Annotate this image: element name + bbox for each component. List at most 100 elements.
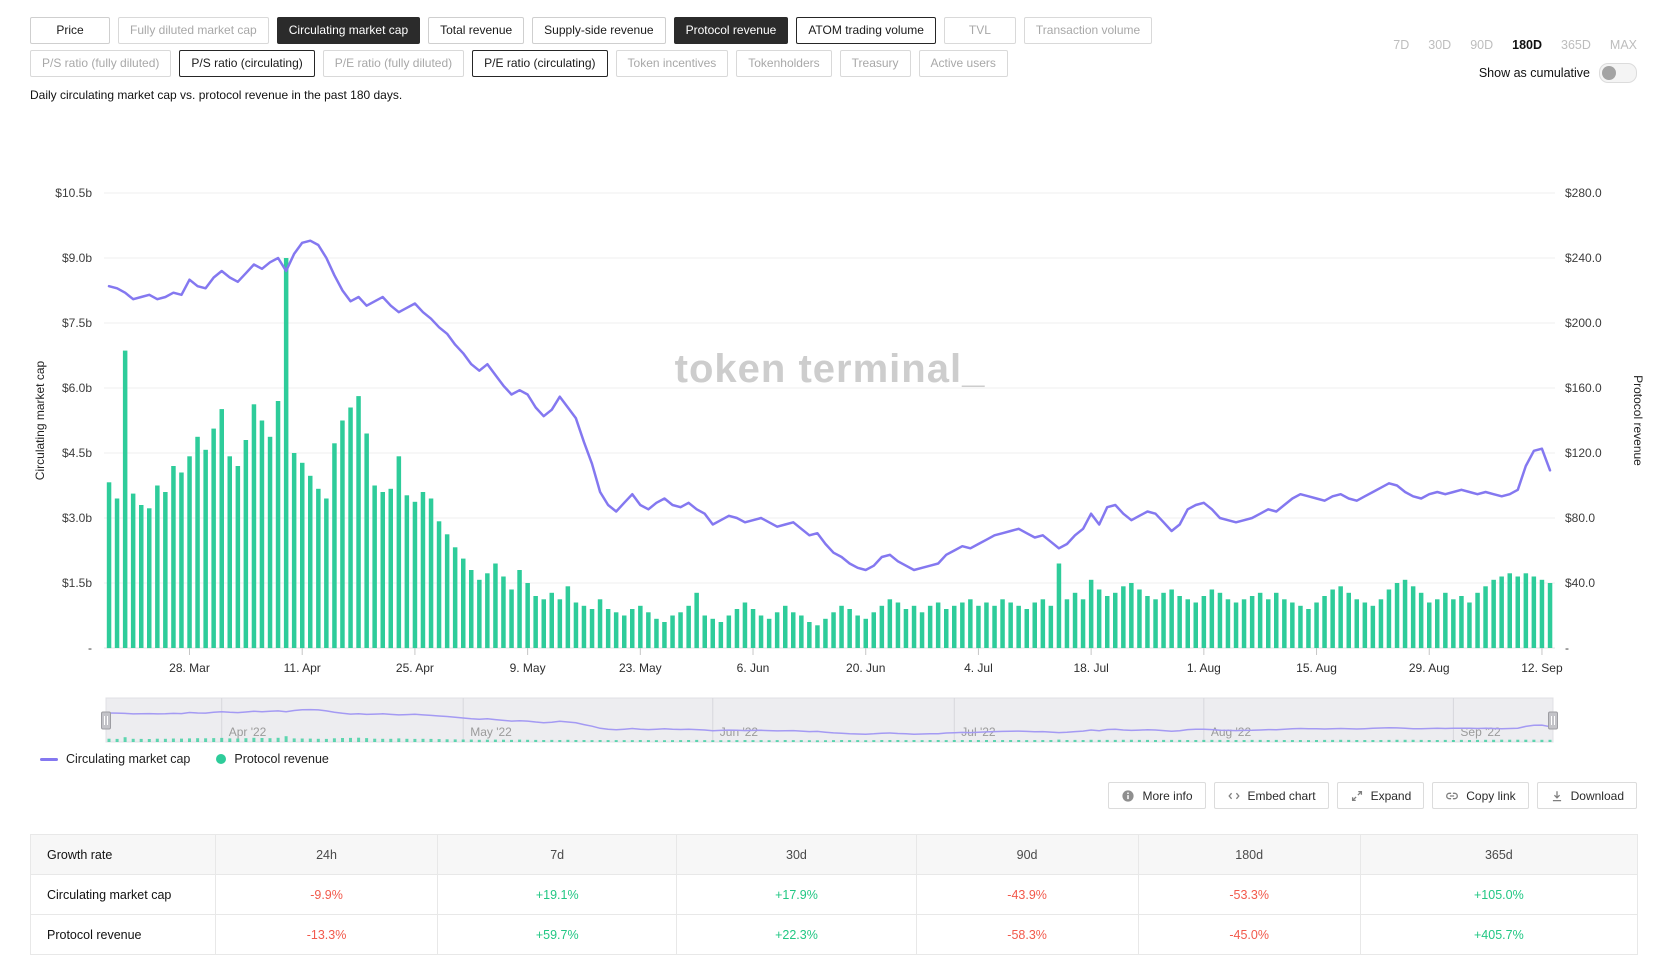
- revenue-bar[interactable]: [839, 605, 844, 649]
- revenue-bar[interactable]: [1201, 596, 1207, 648]
- revenue-bar[interactable]: [420, 492, 426, 648]
- revenue-bar[interactable]: [605, 609, 611, 648]
- revenue-bar[interactable]: [139, 505, 144, 648]
- revenue-bar[interactable]: [1418, 592, 1424, 649]
- revenue-bar[interactable]: [1257, 592, 1263, 649]
- metric-tokenholders[interactable]: Tokenholders: [736, 50, 832, 77]
- revenue-bar[interactable]: [1161, 592, 1166, 649]
- revenue-bar[interactable]: [581, 605, 587, 649]
- revenue-bar[interactable]: [911, 605, 917, 649]
- revenue-bar[interactable]: [452, 547, 458, 649]
- revenue-bar[interactable]: [235, 466, 241, 648]
- revenue-bar[interactable]: [147, 508, 152, 649]
- revenue-bar[interactable]: [1016, 605, 1021, 649]
- revenue-bar[interactable]: [734, 609, 740, 648]
- revenue-bar[interactable]: [1298, 605, 1303, 649]
- revenue-bar[interactable]: [1443, 592, 1448, 649]
- metric-atom-trading-volume[interactable]: ATOM trading volume: [796, 17, 936, 44]
- revenue-bar[interactable]: [541, 599, 547, 649]
- revenue-bar[interactable]: [275, 401, 281, 648]
- revenue-bar[interactable]: [630, 609, 635, 648]
- revenue-bar[interactable]: [1225, 599, 1231, 649]
- revenue-bar[interactable]: [517, 570, 522, 648]
- revenue-bar[interactable]: [1024, 609, 1030, 648]
- revenue-bar[interactable]: [291, 453, 297, 648]
- revenue-bar[interactable]: [919, 612, 925, 649]
- revenue-bar[interactable]: [935, 602, 941, 649]
- revenue-bar[interactable]: [525, 583, 530, 648]
- revenue-bar[interactable]: [1129, 583, 1134, 648]
- revenue-bar[interactable]: [1330, 589, 1335, 649]
- revenue-bar[interactable]: [477, 579, 482, 649]
- revenue-bar[interactable]: [348, 407, 353, 649]
- revenue-bar[interactable]: [1459, 596, 1464, 648]
- revenue-bar[interactable]: [855, 615, 860, 649]
- copy-link-button[interactable]: Copy link: [1432, 782, 1529, 809]
- revenue-bar[interactable]: [1209, 589, 1215, 649]
- revenue-bar[interactable]: [308, 475, 313, 649]
- metric-circulating-market-cap[interactable]: Circulating market cap: [276, 17, 421, 44]
- revenue-bar[interactable]: [613, 612, 619, 649]
- revenue-bar[interactable]: [332, 443, 337, 649]
- revenue-bar[interactable]: [243, 440, 249, 648]
- revenue-bar[interactable]: [678, 612, 683, 649]
- revenue-bar[interactable]: [533, 596, 538, 648]
- range-max[interactable]: MAX: [1609, 38, 1637, 52]
- revenue-bar[interactable]: [1088, 579, 1094, 649]
- embed-chart-button[interactable]: Embed chart: [1213, 782, 1329, 809]
- revenue-bar[interactable]: [1427, 602, 1432, 649]
- revenue-bar[interactable]: [1523, 573, 1529, 649]
- revenue-bar[interactable]: [823, 618, 828, 649]
- plot-hover-region[interactable]: [106, 193, 1553, 648]
- revenue-bar[interactable]: [597, 599, 603, 649]
- revenue-bar[interactable]: [1121, 586, 1126, 649]
- revenue-bar[interactable]: [364, 433, 369, 649]
- revenue-bar[interactable]: [1233, 602, 1239, 649]
- range-365d[interactable]: 365D: [1561, 38, 1591, 52]
- revenue-bar[interactable]: [179, 472, 184, 649]
- revenue-bar[interactable]: [1346, 592, 1352, 649]
- revenue-bar[interactable]: [847, 609, 852, 648]
- revenue-bar[interactable]: [1378, 599, 1384, 649]
- revenue-bar[interactable]: [1056, 563, 1062, 649]
- revenue-bar[interactable]: [356, 396, 361, 648]
- revenue-bar[interactable]: [1515, 576, 1521, 649]
- revenue-bar[interactable]: [1145, 596, 1150, 648]
- legend-item-protocol-revenue[interactable]: Protocol revenue: [216, 752, 329, 766]
- revenue-bar[interactable]: [710, 618, 716, 649]
- revenue-bar[interactable]: [106, 482, 112, 649]
- revenue-bar[interactable]: [903, 609, 909, 648]
- more-info-button[interactable]: More info: [1108, 782, 1206, 809]
- revenue-bar[interactable]: [895, 602, 901, 649]
- revenue-bar[interactable]: [1402, 579, 1408, 649]
- revenue-bar[interactable]: [694, 592, 699, 649]
- revenue-bar[interactable]: [219, 409, 225, 648]
- revenue-bar[interactable]: [1096, 589, 1102, 649]
- revenue-bar[interactable]: [702, 615, 708, 649]
- revenue-bar[interactable]: [1105, 596, 1110, 648]
- revenue-bar[interactable]: [469, 570, 474, 648]
- revenue-bar[interactable]: [1040, 599, 1046, 649]
- revenue-bar[interactable]: [831, 612, 836, 649]
- range-90d[interactable]: 90D: [1470, 38, 1494, 52]
- revenue-bar[interactable]: [774, 612, 780, 649]
- revenue-bar[interactable]: [155, 485, 160, 649]
- revenue-bar[interactable]: [1507, 573, 1513, 649]
- revenue-bar[interactable]: [1306, 609, 1311, 648]
- revenue-bar[interactable]: [766, 618, 772, 649]
- revenue-bar[interactable]: [1249, 596, 1255, 648]
- revenue-bar[interactable]: [1290, 602, 1295, 649]
- revenue-bar[interactable]: [1362, 602, 1368, 649]
- revenue-bar[interactable]: [758, 615, 764, 649]
- revenue-bar[interactable]: [283, 258, 289, 648]
- revenue-bar[interactable]: [622, 615, 627, 649]
- revenue-bar[interactable]: [1370, 605, 1376, 649]
- revenue-bar[interactable]: [944, 609, 949, 648]
- revenue-bar[interactable]: [1000, 599, 1005, 649]
- revenue-bar[interactable]: [485, 573, 490, 649]
- metric-fully-diluted-market-cap[interactable]: Fully diluted market cap: [118, 17, 269, 44]
- revenue-bar[interactable]: [1032, 602, 1038, 649]
- revenue-bar[interactable]: [259, 420, 265, 649]
- revenue-bar[interactable]: [1185, 599, 1191, 649]
- revenue-bar[interactable]: [251, 404, 257, 649]
